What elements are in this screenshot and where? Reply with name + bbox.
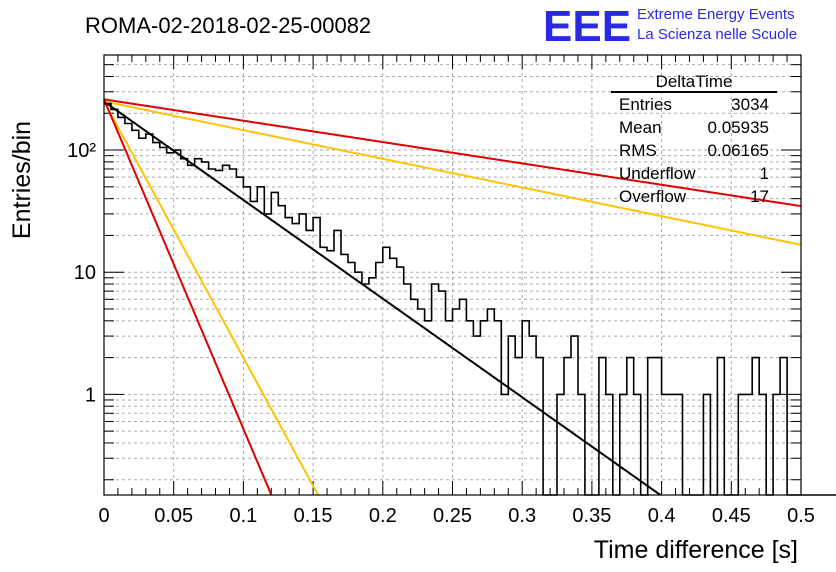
x-axis-label: Time difference [s] <box>594 536 798 564</box>
stats-value: 0.06165 <box>708 141 769 160</box>
stats-value: 3034 <box>731 95 769 114</box>
fit-curve <box>103 100 662 496</box>
y-tick-label: 1 <box>85 384 96 406</box>
fit-curves <box>103 98 802 496</box>
fit-curve <box>103 99 273 496</box>
logo-mark: EEE <box>543 2 631 51</box>
logo-line-2: La Scienza nelle Scuole <box>637 26 797 43</box>
stats-label: Entries <box>619 95 672 114</box>
x-tick-label: 0.4 <box>648 505 676 527</box>
y-tick-label: 10 <box>74 262 96 284</box>
grid-lines <box>104 54 801 495</box>
x-tick-label: 0.3 <box>508 505 536 527</box>
x-tick-label: 0.5 <box>787 505 815 527</box>
fit-curve <box>103 100 319 496</box>
stats-label: RMS <box>619 141 657 160</box>
axis-tick-labels: 0 0.05 0.1 0.15 0.2 0.25 0.3 0.35 0.4 0.45 0.5 1 10 1… <box>67 140 815 527</box>
x-tick-label: 0.25 <box>433 505 472 527</box>
x-tick-label: 0.05 <box>154 505 193 527</box>
plot-frame <box>103 54 802 496</box>
x-tick-label: 0 <box>98 505 109 527</box>
logo-line-1: Extreme Energy Events <box>637 6 795 23</box>
x-tick-label: 0.2 <box>369 505 397 527</box>
x-tick-label: 0.15 <box>294 505 333 527</box>
y-axis-label: Entries/bin <box>8 121 36 239</box>
fit-curve <box>103 98 802 208</box>
x-tick-label: 0.45 <box>712 505 751 527</box>
stats-box: DeltaTime Entries 3034 Mean 0.05935 RMS 0.061… <box>611 72 777 206</box>
stats-label: Mean <box>619 118 662 137</box>
eee-logo: EEE Extreme Energy Events La Scienza nel… <box>543 2 797 51</box>
x-tick-label: 0.1 <box>229 505 257 527</box>
y-tick-label: 10² <box>67 140 96 162</box>
stats-label: Overflow <box>619 187 687 206</box>
stats-title: DeltaTime <box>656 72 733 91</box>
stats-label: Underflow <box>619 164 696 183</box>
x-tick-label: 0.35 <box>572 505 611 527</box>
fit-curve <box>103 100 802 246</box>
chart-title: ROMA-02-2018-02-25-00082 <box>85 13 371 38</box>
stats-value: 17 <box>750 187 769 206</box>
stats-value: 1 <box>760 164 769 183</box>
stats-value: 0.05935 <box>708 118 769 137</box>
